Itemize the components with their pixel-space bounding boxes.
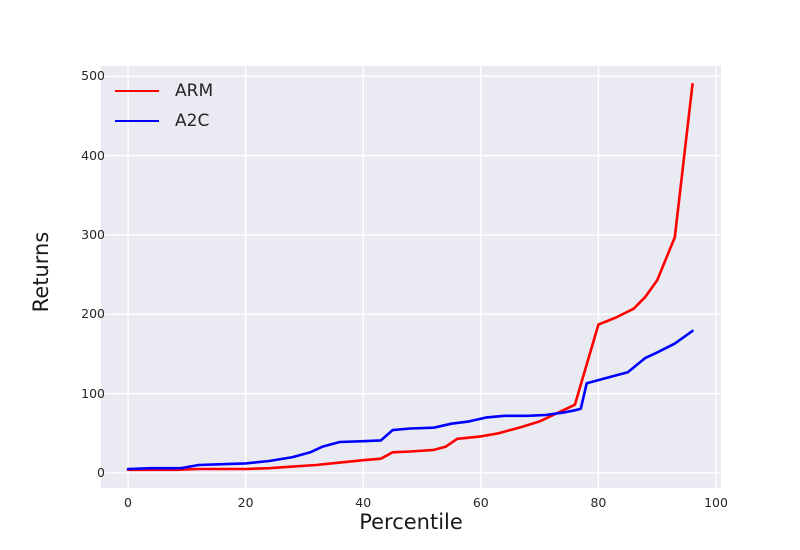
legend: ARM A2C	[115, 76, 213, 136]
arm-line-swatch	[115, 90, 159, 92]
x-tick-label: 100	[704, 495, 728, 510]
a2c-line	[126, 329, 694, 471]
y-tick-label: 100	[81, 385, 105, 401]
line-chart	[101, 66, 721, 488]
y-tick-label: 200	[81, 306, 105, 322]
x-tick-label: 80	[590, 495, 607, 510]
legend-label-a2c: A2C	[175, 110, 210, 131]
y-axis-label: Returns	[29, 231, 53, 313]
x-tick-label: 40	[355, 495, 372, 510]
plot-area: ARM A2C	[101, 66, 721, 488]
y-tick-label: 500	[81, 68, 105, 84]
x-tick-label: 0	[124, 495, 133, 510]
y-tick-label: 400	[81, 147, 105, 163]
legend-item-arm: ARM	[115, 76, 213, 106]
x-tick-label: 20	[237, 495, 254, 510]
y-tick-label: 300	[81, 226, 105, 242]
a2c-line-swatch	[115, 120, 159, 122]
arm-line	[126, 82, 694, 472]
x-axis-label: Percentile	[359, 510, 463, 534]
x-tick-label: 60	[472, 495, 489, 510]
legend-label-arm: ARM	[175, 80, 214, 101]
y-tick-label: 0	[97, 464, 105, 480]
legend-item-a2c: A2C	[115, 106, 213, 136]
